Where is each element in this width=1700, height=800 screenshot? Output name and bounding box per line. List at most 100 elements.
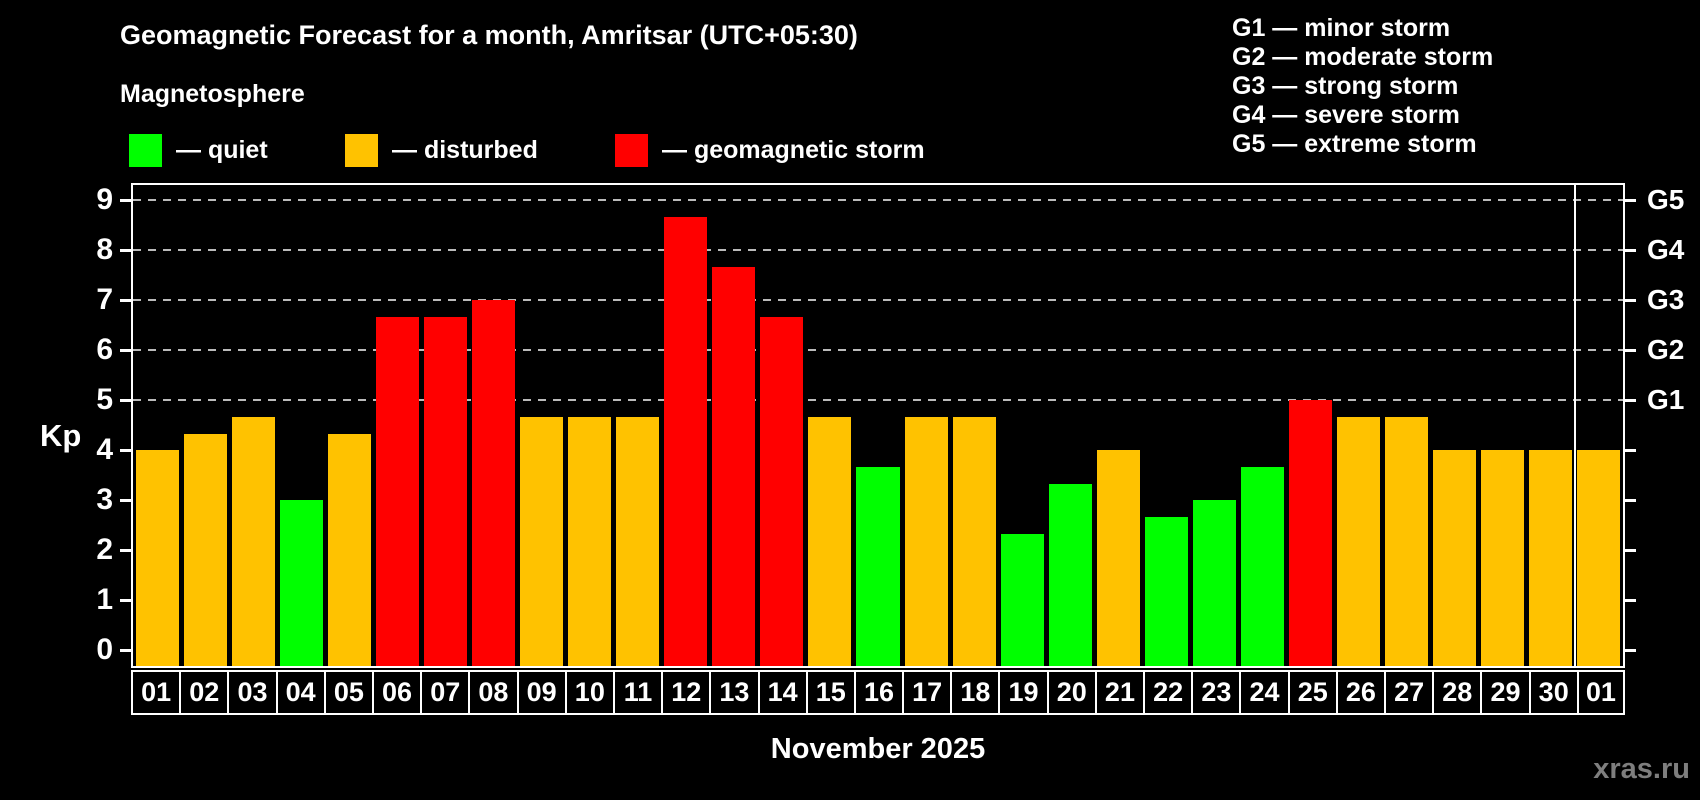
day-label-15: 15 [805,670,856,715]
y-axis-tick-right-6 [1625,349,1636,352]
kp-bar-29 [1481,450,1525,666]
day-label-9: 09 [516,670,567,715]
day-label-26: 26 [1335,670,1387,715]
y-axis-tick-label-4: 4 [96,433,113,466]
chart-subtitle: Magnetosphere [120,80,305,108]
kp-bar-09 [520,416,564,666]
storm-scale-line-3: G3 — strong storm [1232,72,1459,100]
kp-bar-03 [231,416,275,666]
day-label-5: 05 [323,670,374,715]
kp-bar-19 [1000,533,1044,666]
legend-label-disturbed: — disturbed [392,135,538,164]
y-axis-tick-label-9: 9 [96,183,113,216]
kp-bar-25 [1289,400,1333,666]
kp-bar-01 [135,450,179,666]
y-axis-tick-label-5: 5 [96,383,113,416]
day-label-3: 03 [227,670,278,715]
y-axis-tick-right-0 [1625,649,1636,652]
storm-scale-line-5: G5 — extreme storm [1232,130,1477,158]
legend-label-quiet: — quiet [176,135,268,164]
color-legend: — quiet — disturbed — geomagnetic storm [0,133,1100,173]
y-axis-tick-label-7: 7 [96,283,113,316]
day-label-24: 24 [1239,670,1290,715]
y-axis-tick-label-1: 1 [96,583,113,616]
y-axis-tick-right-2 [1625,549,1636,552]
right-axis-label-g2: G2 [1647,334,1685,365]
day-label-20: 20 [1046,670,1097,715]
kp-bar-10 [568,416,612,666]
y-axis-tick-label-8: 8 [96,233,113,266]
day-label-11: 11 [612,670,664,715]
y-axis-tick-right-1 [1625,599,1636,602]
day-label-31: 01 [1576,670,1625,715]
y-axis-tick-left-6 [120,349,131,352]
kp-bar-06 [375,316,419,666]
y-axis-tick-label-0: 0 [96,633,113,666]
y-axis-tick-left-2 [120,549,131,552]
y-axis-tick-left-4 [120,449,131,452]
kp-bar-12 [664,216,708,666]
y-axis-tick-left-0 [120,649,131,652]
gridline-kp7 [133,299,1623,301]
y-axis-tick-right-4 [1625,449,1636,452]
kp-bar-15 [808,416,852,666]
y-axis-tick-label-2: 2 [96,533,113,566]
y-axis-tick-left-3 [120,499,131,502]
day-label-28: 28 [1432,670,1483,715]
kp-bar-01 [1577,450,1621,666]
day-label-27: 27 [1384,670,1435,715]
day-label-19: 19 [998,670,1049,715]
kp-bar-30 [1529,450,1573,666]
right-axis-label-g4: G4 [1647,234,1685,265]
plot-area: 0 1 2 3 4 5 6 7 8 9 G1 G2 G3 G4 G5 [96,183,1684,668]
y-axis-tick-right-3 [1625,499,1636,502]
watermark: xras.ru [1593,753,1690,785]
legend-item-disturbed: — disturbed [345,133,538,167]
legend-label-storm: — geomagnetic storm [662,135,925,164]
kp-bar-28 [1433,450,1477,666]
storm-scale-line-1: G1 — minor storm [1232,14,1451,42]
kp-bar-14 [760,316,804,666]
day-label-6: 06 [371,670,423,715]
x-axis-label: November 2025 [770,733,986,765]
kp-bar-18 [952,416,996,666]
storm-scale-legend: G1 — minor storm G2 — moderate storm G3 — … [1232,14,1493,159]
day-label-7: 07 [420,670,471,715]
y-axis-tick-right-5 [1625,399,1636,402]
right-axis-label-g5: G5 [1647,184,1685,215]
kp-bar-07 [423,316,467,666]
storm-scale-line-4: G4 — severe storm [1232,101,1460,129]
gridline-kp5 [133,399,1623,401]
y-axis-tick-right-9 [1625,199,1636,202]
kp-bar-27 [1385,416,1429,666]
y-axis-tick-label-3: 3 [96,483,113,516]
day-label-18: 18 [950,670,1001,715]
kp-bar-05 [327,433,371,666]
y-axis-tick-right-7 [1625,299,1636,302]
day-label-12: 12 [661,670,712,715]
day-label-21: 21 [1094,670,1146,715]
day-label-1: 01 [131,670,182,715]
kp-bar-11 [616,416,660,666]
y-axis-tick-label-6: 6 [96,333,113,366]
legend-item-storm: — geomagnetic storm [615,133,925,167]
y-axis-tick-left-5 [120,399,131,402]
day-label-13: 13 [709,670,760,715]
quiet-swatch-icon [129,133,162,167]
day-label-25: 25 [1287,670,1338,715]
y-axis-tick-left-7 [120,299,131,302]
day-label-14: 14 [757,670,808,715]
kp-bar-17 [904,416,948,666]
kp-bar-13 [712,266,756,666]
day-label-16: 16 [853,670,905,715]
day-label-2: 02 [179,670,230,715]
storm-scale-line-2: G2 — moderate storm [1232,43,1494,71]
disturbed-swatch-icon [345,133,378,167]
kp-bar-26 [1337,416,1381,666]
kp-bar-04 [279,500,323,666]
right-axis-label-g3: G3 [1647,284,1685,315]
day-label-10: 10 [564,670,615,715]
gridline-kp6 [133,349,1623,351]
day-label-29: 29 [1480,670,1531,715]
kp-bar-22 [1144,516,1188,666]
